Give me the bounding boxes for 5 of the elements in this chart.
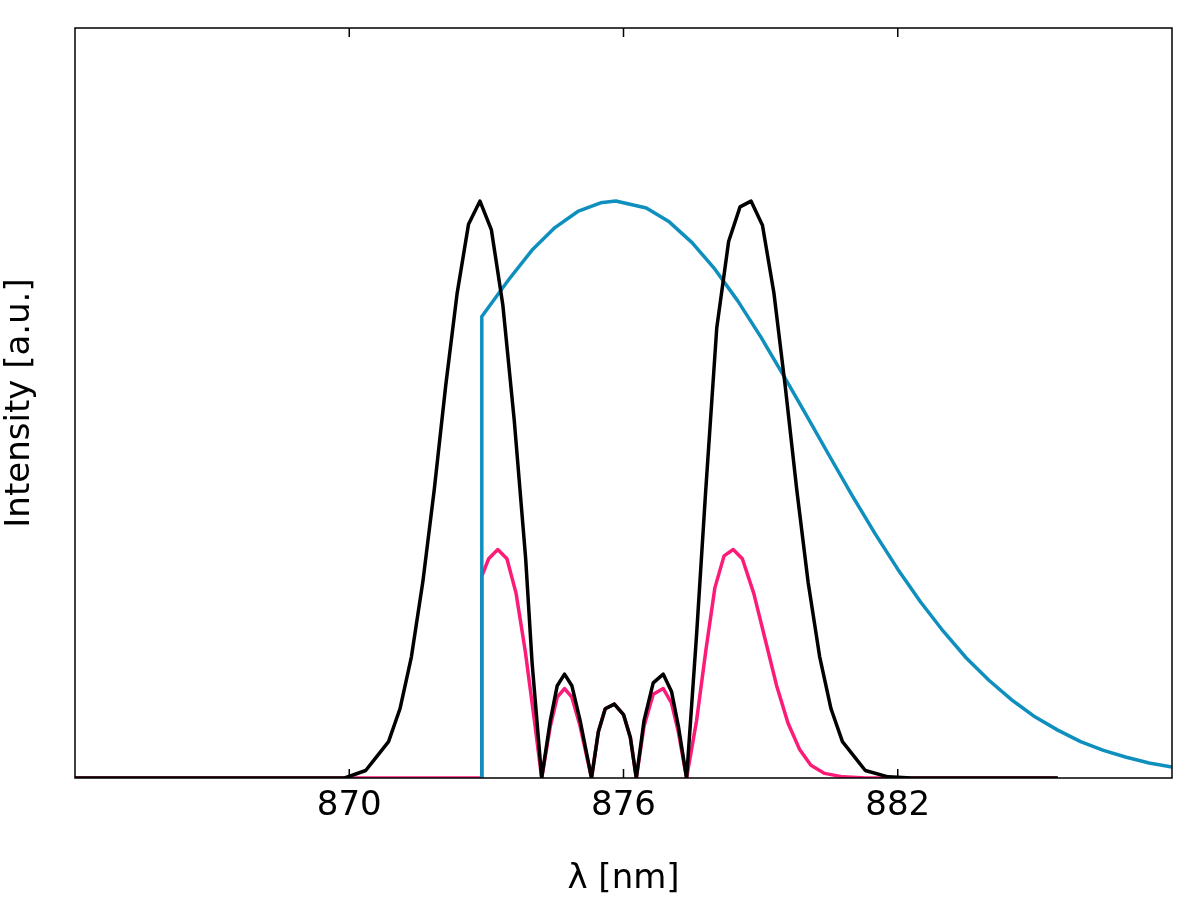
y-axis-title: Intensity [a.u.] <box>0 278 38 528</box>
x-tick-label: 870 <box>316 783 382 824</box>
x-axis-title: λ [nm] <box>567 856 680 897</box>
x-tick-label: 876 <box>591 783 656 824</box>
x-tick-label: 882 <box>865 783 931 824</box>
